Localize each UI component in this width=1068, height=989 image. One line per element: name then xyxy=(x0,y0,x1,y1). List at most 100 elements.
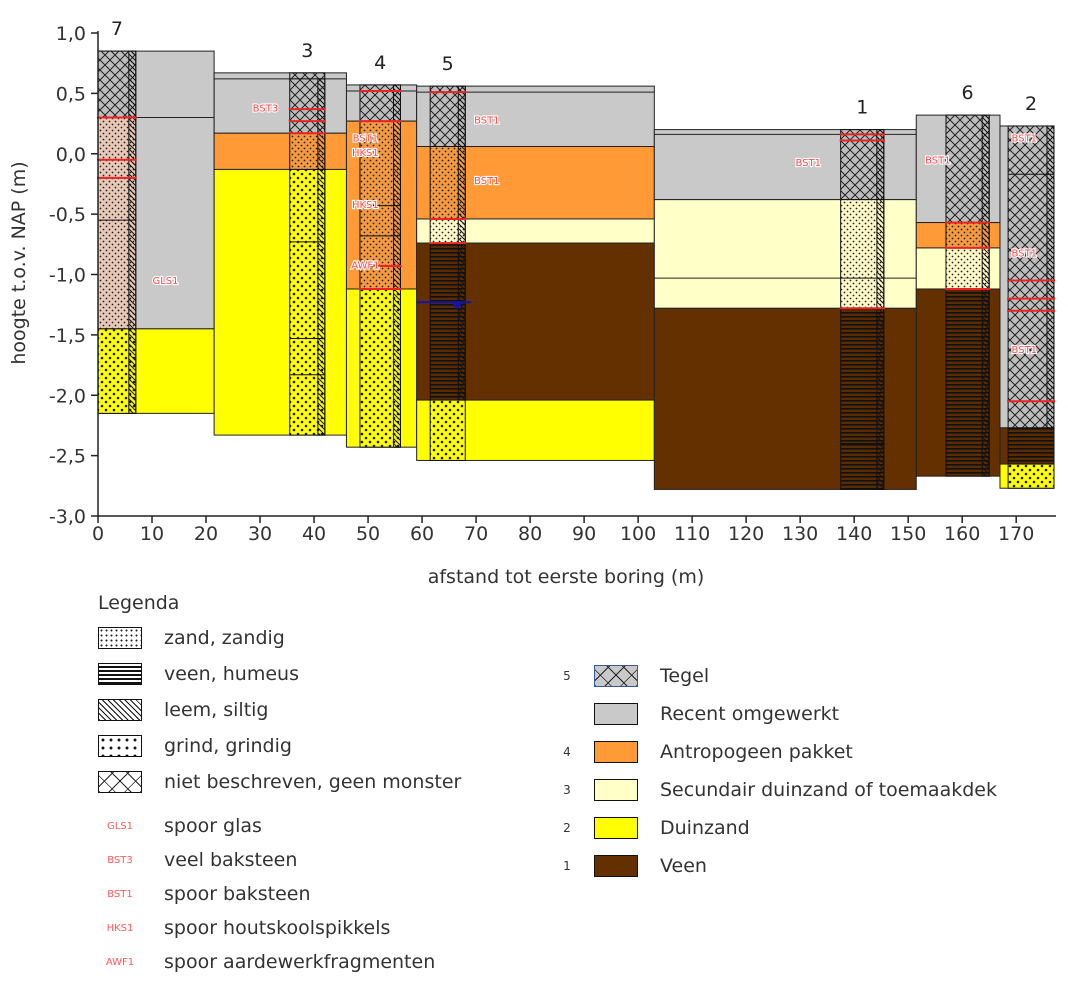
sections-layer xyxy=(97,50,1055,490)
borehole-label: 7 xyxy=(111,18,123,40)
legend-item-niet: niet beschreven, geen monster xyxy=(98,770,461,794)
cross-section-chart: 7 3 4 5 1 6 2 GLS1 BST3 BST1 HKS1 HKS1 AWF1 BST1 BST1… xyxy=(8,18,1056,588)
borehole-pattern xyxy=(1007,463,1055,489)
code-tag: GLS1 xyxy=(106,820,134,832)
legend-item-veen: veen, humeus xyxy=(98,662,299,686)
code-text: BST1 xyxy=(1012,134,1038,145)
layer-duinzand xyxy=(213,168,347,436)
legend-label: Tegel xyxy=(660,665,710,687)
zand-swatch xyxy=(98,627,142,649)
borehole-label: 5 xyxy=(442,53,454,75)
legend-label: zand, zandig xyxy=(164,627,285,649)
layer-recent xyxy=(213,72,347,134)
code-text: BST1 xyxy=(1012,345,1038,356)
legend-label: niet beschreven, geen monster xyxy=(164,771,462,793)
legend-unit: Antropogeen pakket xyxy=(594,740,853,764)
legend-label: spoor baksteen xyxy=(164,883,311,905)
legend-unit: Recent omgewerkt xyxy=(594,702,839,726)
x-tick-label: 80 xyxy=(518,523,542,545)
code-label: BST1 xyxy=(351,133,379,146)
legend-item-grind: grind, grindig xyxy=(98,734,292,758)
y-tick-label: 0,5 xyxy=(56,83,86,105)
y-tick-label: -1,5 xyxy=(49,325,86,347)
x-tick-label: 10 xyxy=(140,523,164,545)
code-text: BST1 xyxy=(474,116,500,127)
code-text: BST3 xyxy=(253,103,279,114)
unit-number: 2 xyxy=(563,821,571,835)
legend-code-bst1: BST1 spoor baksteen xyxy=(98,882,311,906)
code-text: AWF1 xyxy=(351,260,379,271)
code-text: BST1 xyxy=(353,134,379,145)
unit-swatch xyxy=(594,741,638,763)
borehole-pattern xyxy=(429,399,466,461)
unit-number: 5 xyxy=(563,669,571,683)
legend-unit: Tegel xyxy=(594,664,709,688)
code-text: BST1 xyxy=(925,155,951,166)
unit-number: 4 xyxy=(563,745,571,759)
y-tick-label: -1,0 xyxy=(49,265,86,287)
code-label: BST1 xyxy=(924,154,952,167)
legend-label: Antropogeen pakket xyxy=(660,741,853,763)
code-text: HKS1 xyxy=(352,148,379,159)
borehole-label: 4 xyxy=(374,52,386,74)
unit-swatch xyxy=(594,703,638,725)
code-tag: AWF1 xyxy=(105,956,135,968)
legend-label: grind, grindig xyxy=(164,735,292,757)
code-label: AWF1 xyxy=(350,259,380,272)
niet-swatch xyxy=(98,771,142,793)
codes-layer: GLS1 BST3 BST1 HKS1 HKS1 AWF1 BST1 BST1 BST1 BST1… xyxy=(151,102,1038,357)
legend-unit: Duinzand xyxy=(594,816,750,840)
x-tick-label: 40 xyxy=(302,523,326,545)
borehole-label: 6 xyxy=(962,82,974,104)
legend-title: Legenda xyxy=(98,592,180,614)
unit-swatch xyxy=(594,855,638,877)
legend-unit: Secundair duinzand of toemaakdek xyxy=(594,778,997,802)
code-text: BST1 xyxy=(795,158,821,169)
leem-strip xyxy=(876,129,885,490)
x-tick-label: 30 xyxy=(248,523,272,545)
code-label: HKS1 xyxy=(351,147,380,160)
leem-swatch xyxy=(98,699,142,721)
code-label: BST1 xyxy=(1010,133,1038,146)
code-label: BST1 xyxy=(794,157,822,170)
legend-label: veen, humeus xyxy=(164,663,299,685)
code-label: BST1 xyxy=(473,114,501,127)
unit-swatch xyxy=(594,779,638,801)
code-label: BST1 xyxy=(1010,247,1038,260)
code-text: BST1 xyxy=(1012,248,1038,259)
veen-swatch xyxy=(98,663,142,685)
unit-swatch xyxy=(594,817,638,839)
legend-label: spoor glas xyxy=(164,815,262,837)
layer-antropogeen xyxy=(213,132,347,170)
legend-code-awf1: AWF1 spoor aardewerkfragmenten xyxy=(98,950,435,974)
x-tick-label: 140 xyxy=(836,523,872,545)
x-tick-label: 20 xyxy=(194,523,218,545)
borehole-label: 2 xyxy=(1025,93,1037,115)
leem-strip xyxy=(1046,125,1055,429)
x-tick-label: 100 xyxy=(620,523,656,545)
x-axis-label: afstand tot eerste boring (m) xyxy=(428,566,705,588)
x-tick-label: 110 xyxy=(674,523,710,545)
code-label: HKS1 xyxy=(351,199,380,212)
code-label: GLS1 xyxy=(151,275,179,288)
borehole-label: 3 xyxy=(301,40,313,62)
y-tick-label: -0,5 xyxy=(49,204,86,226)
unit-number: 3 xyxy=(563,783,571,797)
leem-strip xyxy=(128,50,137,414)
y-tick-label: -2,0 xyxy=(49,385,86,407)
unit-number: 1 xyxy=(563,859,571,873)
legend-item-zand: zand, zandig xyxy=(98,626,285,650)
legend-label: Recent omgewerkt xyxy=(660,703,840,725)
leem-strip xyxy=(317,78,326,436)
x-tick-label: 160 xyxy=(944,523,980,545)
leem-strip xyxy=(981,114,990,477)
legend-label: Secundair duinzand of toemaakdek xyxy=(660,779,997,801)
legend-code-hks1: HKS1 spoor houtskoolspikkels xyxy=(98,916,391,940)
code-tag: HKS1 xyxy=(106,922,134,934)
legend-item-leem: leem, siltig xyxy=(98,698,269,722)
code-text: BST1 xyxy=(474,176,500,187)
x-tick-label: 0 xyxy=(92,523,104,545)
x-tick-label: 70 xyxy=(464,523,488,545)
code-label: BST3 xyxy=(252,102,280,115)
boreholes-layer: 7 3 4 5 1 6 2 xyxy=(97,18,1055,490)
